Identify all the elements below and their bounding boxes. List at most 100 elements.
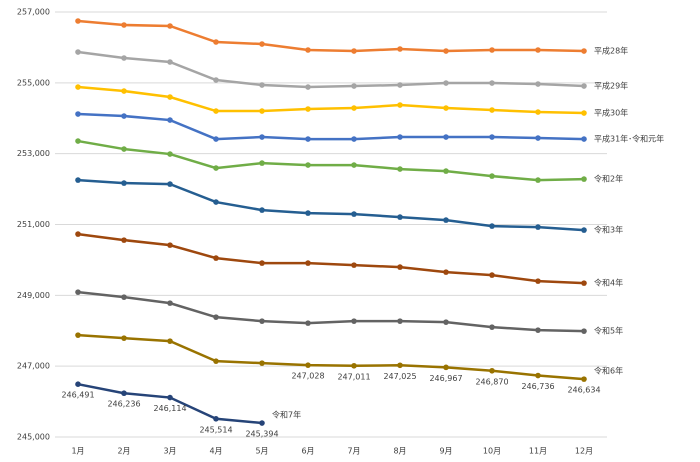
point xyxy=(581,83,587,89)
point xyxy=(167,117,173,123)
point xyxy=(535,224,541,230)
point xyxy=(489,47,495,53)
value-label: 246,491 xyxy=(61,391,94,400)
point xyxy=(121,180,127,186)
point xyxy=(259,318,265,324)
point xyxy=(351,48,357,54)
point xyxy=(397,166,403,172)
value-label: 245,394 xyxy=(245,430,278,439)
point xyxy=(443,364,449,371)
point xyxy=(167,59,173,65)
series-label: 平成30年 xyxy=(594,108,628,118)
point xyxy=(351,83,357,89)
point xyxy=(167,151,173,157)
point xyxy=(489,367,495,374)
point xyxy=(75,381,81,387)
point xyxy=(305,136,311,142)
point xyxy=(351,105,357,111)
point xyxy=(75,138,81,144)
point xyxy=(581,176,587,182)
x-tick-label: 4月 xyxy=(209,447,222,456)
point xyxy=(213,39,219,45)
point xyxy=(489,80,495,86)
point xyxy=(213,415,219,422)
x-tick-label: 3月 xyxy=(163,447,176,456)
point xyxy=(443,48,449,54)
point xyxy=(351,211,357,217)
point xyxy=(581,280,587,286)
series-label: 平成31年･令和元年 xyxy=(594,134,664,144)
point xyxy=(489,173,495,179)
point xyxy=(443,168,449,174)
point xyxy=(397,362,403,369)
point xyxy=(213,255,219,261)
x-tick-label: 12月 xyxy=(575,447,593,456)
value-label: 245,514 xyxy=(199,425,232,434)
point xyxy=(397,264,403,270)
point xyxy=(535,327,541,333)
series-label: 平成29年 xyxy=(594,81,628,91)
series-label: 令和4年 xyxy=(594,278,623,288)
point xyxy=(213,165,219,171)
point xyxy=(535,135,541,141)
point xyxy=(259,82,265,88)
value-label: 246,870 xyxy=(475,377,508,386)
point xyxy=(351,136,357,142)
x-tick-label: 9月 xyxy=(439,447,452,456)
point xyxy=(75,289,81,295)
y-tick-label: 245,000 xyxy=(17,433,50,442)
point xyxy=(167,338,173,344)
point xyxy=(535,109,541,115)
y-tick-label: 257,000 xyxy=(17,8,50,17)
point xyxy=(259,207,265,213)
point xyxy=(213,136,219,142)
point xyxy=(397,102,403,108)
point xyxy=(305,84,311,90)
point xyxy=(259,134,265,140)
value-label: 247,028 xyxy=(291,372,324,381)
point xyxy=(75,177,81,183)
point xyxy=(259,108,265,114)
point xyxy=(443,134,449,140)
point xyxy=(489,134,495,140)
point xyxy=(259,41,265,47)
x-tick-label: 6月 xyxy=(301,447,314,456)
point xyxy=(535,372,541,379)
series-line xyxy=(77,85,585,115)
point xyxy=(489,107,495,113)
point xyxy=(535,81,541,87)
series-label: 令和6年 xyxy=(594,366,623,376)
x-tick-label: 2月 xyxy=(117,447,130,456)
series-line xyxy=(77,19,585,53)
point xyxy=(75,231,81,237)
point xyxy=(213,358,219,364)
series-label: 令和7年 xyxy=(272,410,301,420)
y-tick-label: 247,000 xyxy=(17,362,50,371)
point xyxy=(121,390,127,397)
point xyxy=(167,300,173,306)
point xyxy=(121,294,127,300)
point xyxy=(305,320,311,326)
point xyxy=(213,314,219,320)
x-tick-label: 11月 xyxy=(529,447,547,456)
series-line xyxy=(77,178,585,232)
point xyxy=(75,84,81,90)
point xyxy=(581,136,587,142)
point xyxy=(443,269,449,275)
series-line xyxy=(77,333,585,381)
point xyxy=(535,278,541,284)
point xyxy=(397,134,403,140)
point xyxy=(535,47,541,53)
point xyxy=(213,77,219,83)
series-line xyxy=(77,112,585,141)
series-line xyxy=(77,139,585,182)
point xyxy=(397,82,403,88)
point xyxy=(581,110,587,116)
x-tick-label: 8月 xyxy=(393,447,406,456)
value-label: 247,025 xyxy=(383,372,416,381)
point xyxy=(351,162,357,168)
x-tick-label: 7月 xyxy=(347,447,360,456)
value-label: 246,967 xyxy=(429,374,462,383)
series-label: 令和3年 xyxy=(594,225,623,235)
